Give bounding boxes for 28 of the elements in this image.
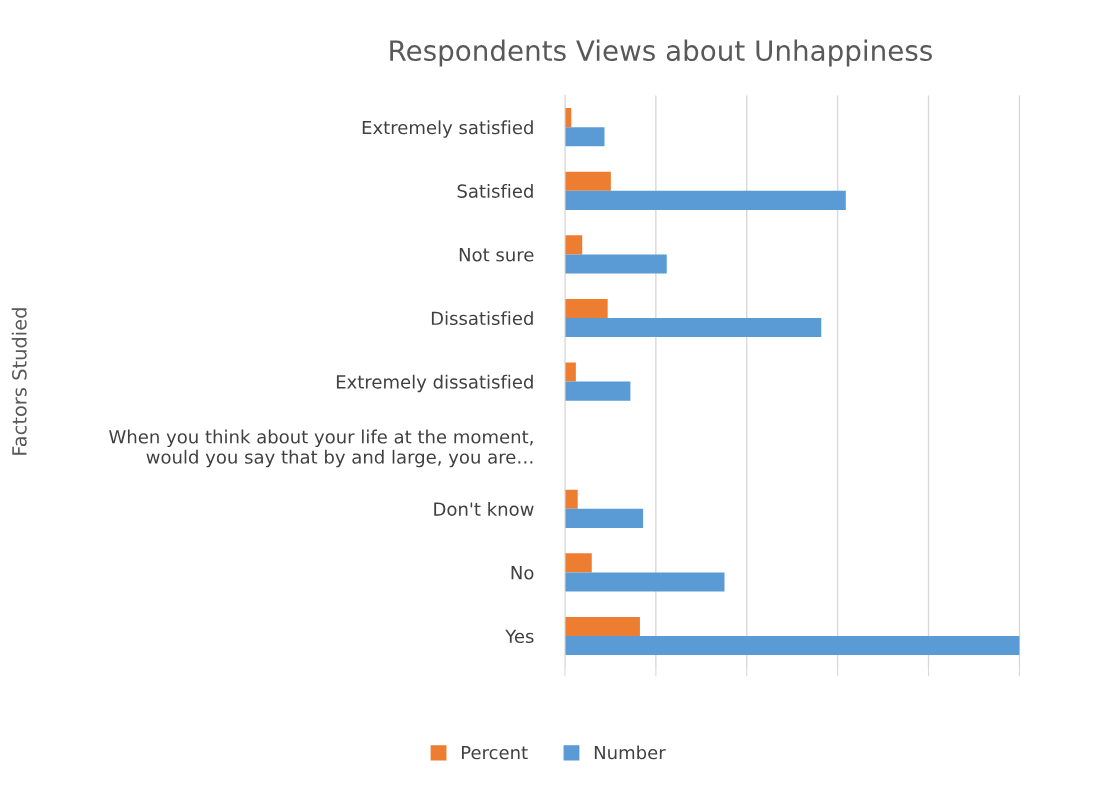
bar (564, 171, 611, 191)
bar (564, 636, 1020, 656)
bar (564, 553, 592, 573)
bar (564, 235, 583, 255)
bar (564, 362, 576, 382)
legend-label: Percent (461, 745, 528, 760)
bar (564, 254, 667, 274)
bar (564, 381, 631, 401)
y-tick-label: Satisfied (457, 183, 533, 198)
bar (564, 190, 846, 210)
bar (564, 127, 605, 147)
y-tick-label: No (511, 566, 534, 580)
y-tick-label: Yes (505, 629, 534, 644)
y-axis-title: Factors Studied (11, 308, 27, 455)
bar (564, 298, 608, 318)
bar (564, 318, 822, 338)
y-tick-label: Extremely satisfied (362, 120, 533, 138)
bar (564, 489, 578, 509)
chart-title: Respondents Views about Unhappiness (390, 39, 932, 67)
bar (564, 572, 725, 592)
y-tick-label: Not sure (459, 248, 534, 262)
y-tick-label: When you think about your life at the moment, would you say that by and large, you are… (109, 429, 533, 468)
y-tick-label: Dissatisfied (431, 311, 533, 326)
y-tick-label: Extremely dissatisfied (336, 374, 533, 393)
bar (564, 616, 640, 636)
y-tick-label: Don't know (434, 501, 534, 516)
bar (564, 508, 644, 528)
legend-label: Number (594, 745, 666, 760)
